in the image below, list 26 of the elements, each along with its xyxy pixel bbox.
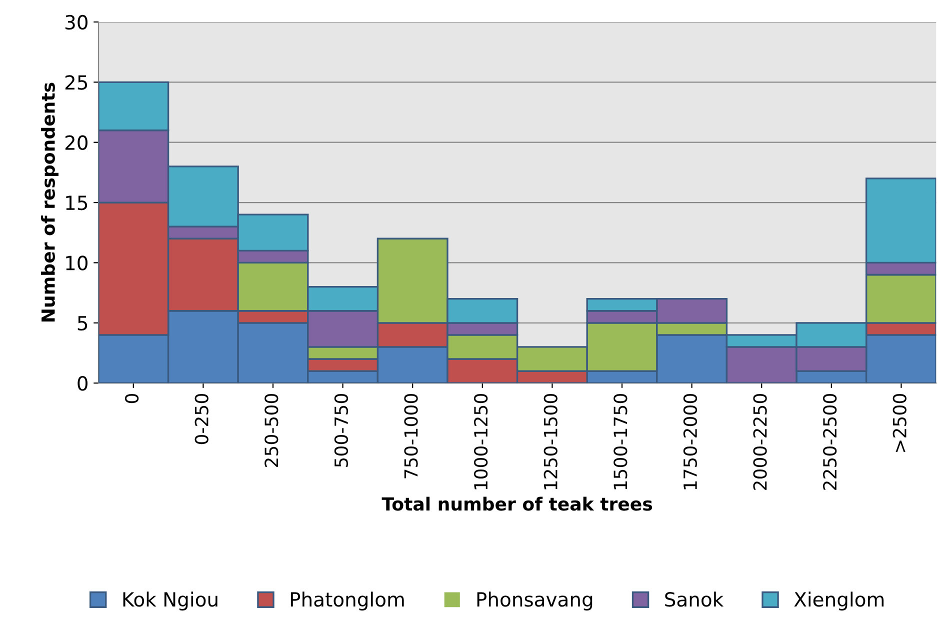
- x-tick-label: 1750-2000: [683, 394, 698, 490]
- y-tick-label: 10: [66, 256, 88, 270]
- x-tick-label: 1500-1750: [614, 394, 628, 490]
- x-tick-label: 2000-2250: [753, 394, 767, 490]
- x-tick-label: 1000-1250: [474, 394, 488, 490]
- x-tick-label: 0-250: [194, 394, 208, 444]
- x-tick-label: 750-1000: [404, 394, 418, 478]
- x-tick-label: 250-500: [264, 394, 278, 467]
- y-tick-label: 5: [78, 316, 88, 331]
- x-tick-label: 500-750: [334, 394, 348, 467]
- legend-label: Phonsavang: [477, 592, 592, 610]
- y-tick-label: 30: [66, 14, 88, 30]
- x-tick-label: 2250-2500: [823, 394, 837, 490]
- legend-label: Phatonglom: [290, 592, 404, 610]
- y-tick-label: 20: [65, 135, 88, 150]
- x-tick-label: 1250-1500: [544, 394, 558, 490]
- x-axis-title: Total number of teak trees: [382, 496, 652, 511]
- legend-label: Kok Ngiou: [123, 592, 218, 610]
- legend-label: Sanok: [665, 592, 724, 607]
- y-axis-title: Number of respondents: [40, 82, 58, 322]
- x-tick-label: >2500: [892, 394, 906, 452]
- legend-label: Xienglom: [794, 592, 884, 610]
- y-tick-label: 15: [66, 196, 88, 210]
- y-tick-label: 0: [78, 376, 88, 391]
- y-tick-label: 25: [65, 75, 88, 90]
- x-tick-label: 0: [124, 394, 139, 404]
